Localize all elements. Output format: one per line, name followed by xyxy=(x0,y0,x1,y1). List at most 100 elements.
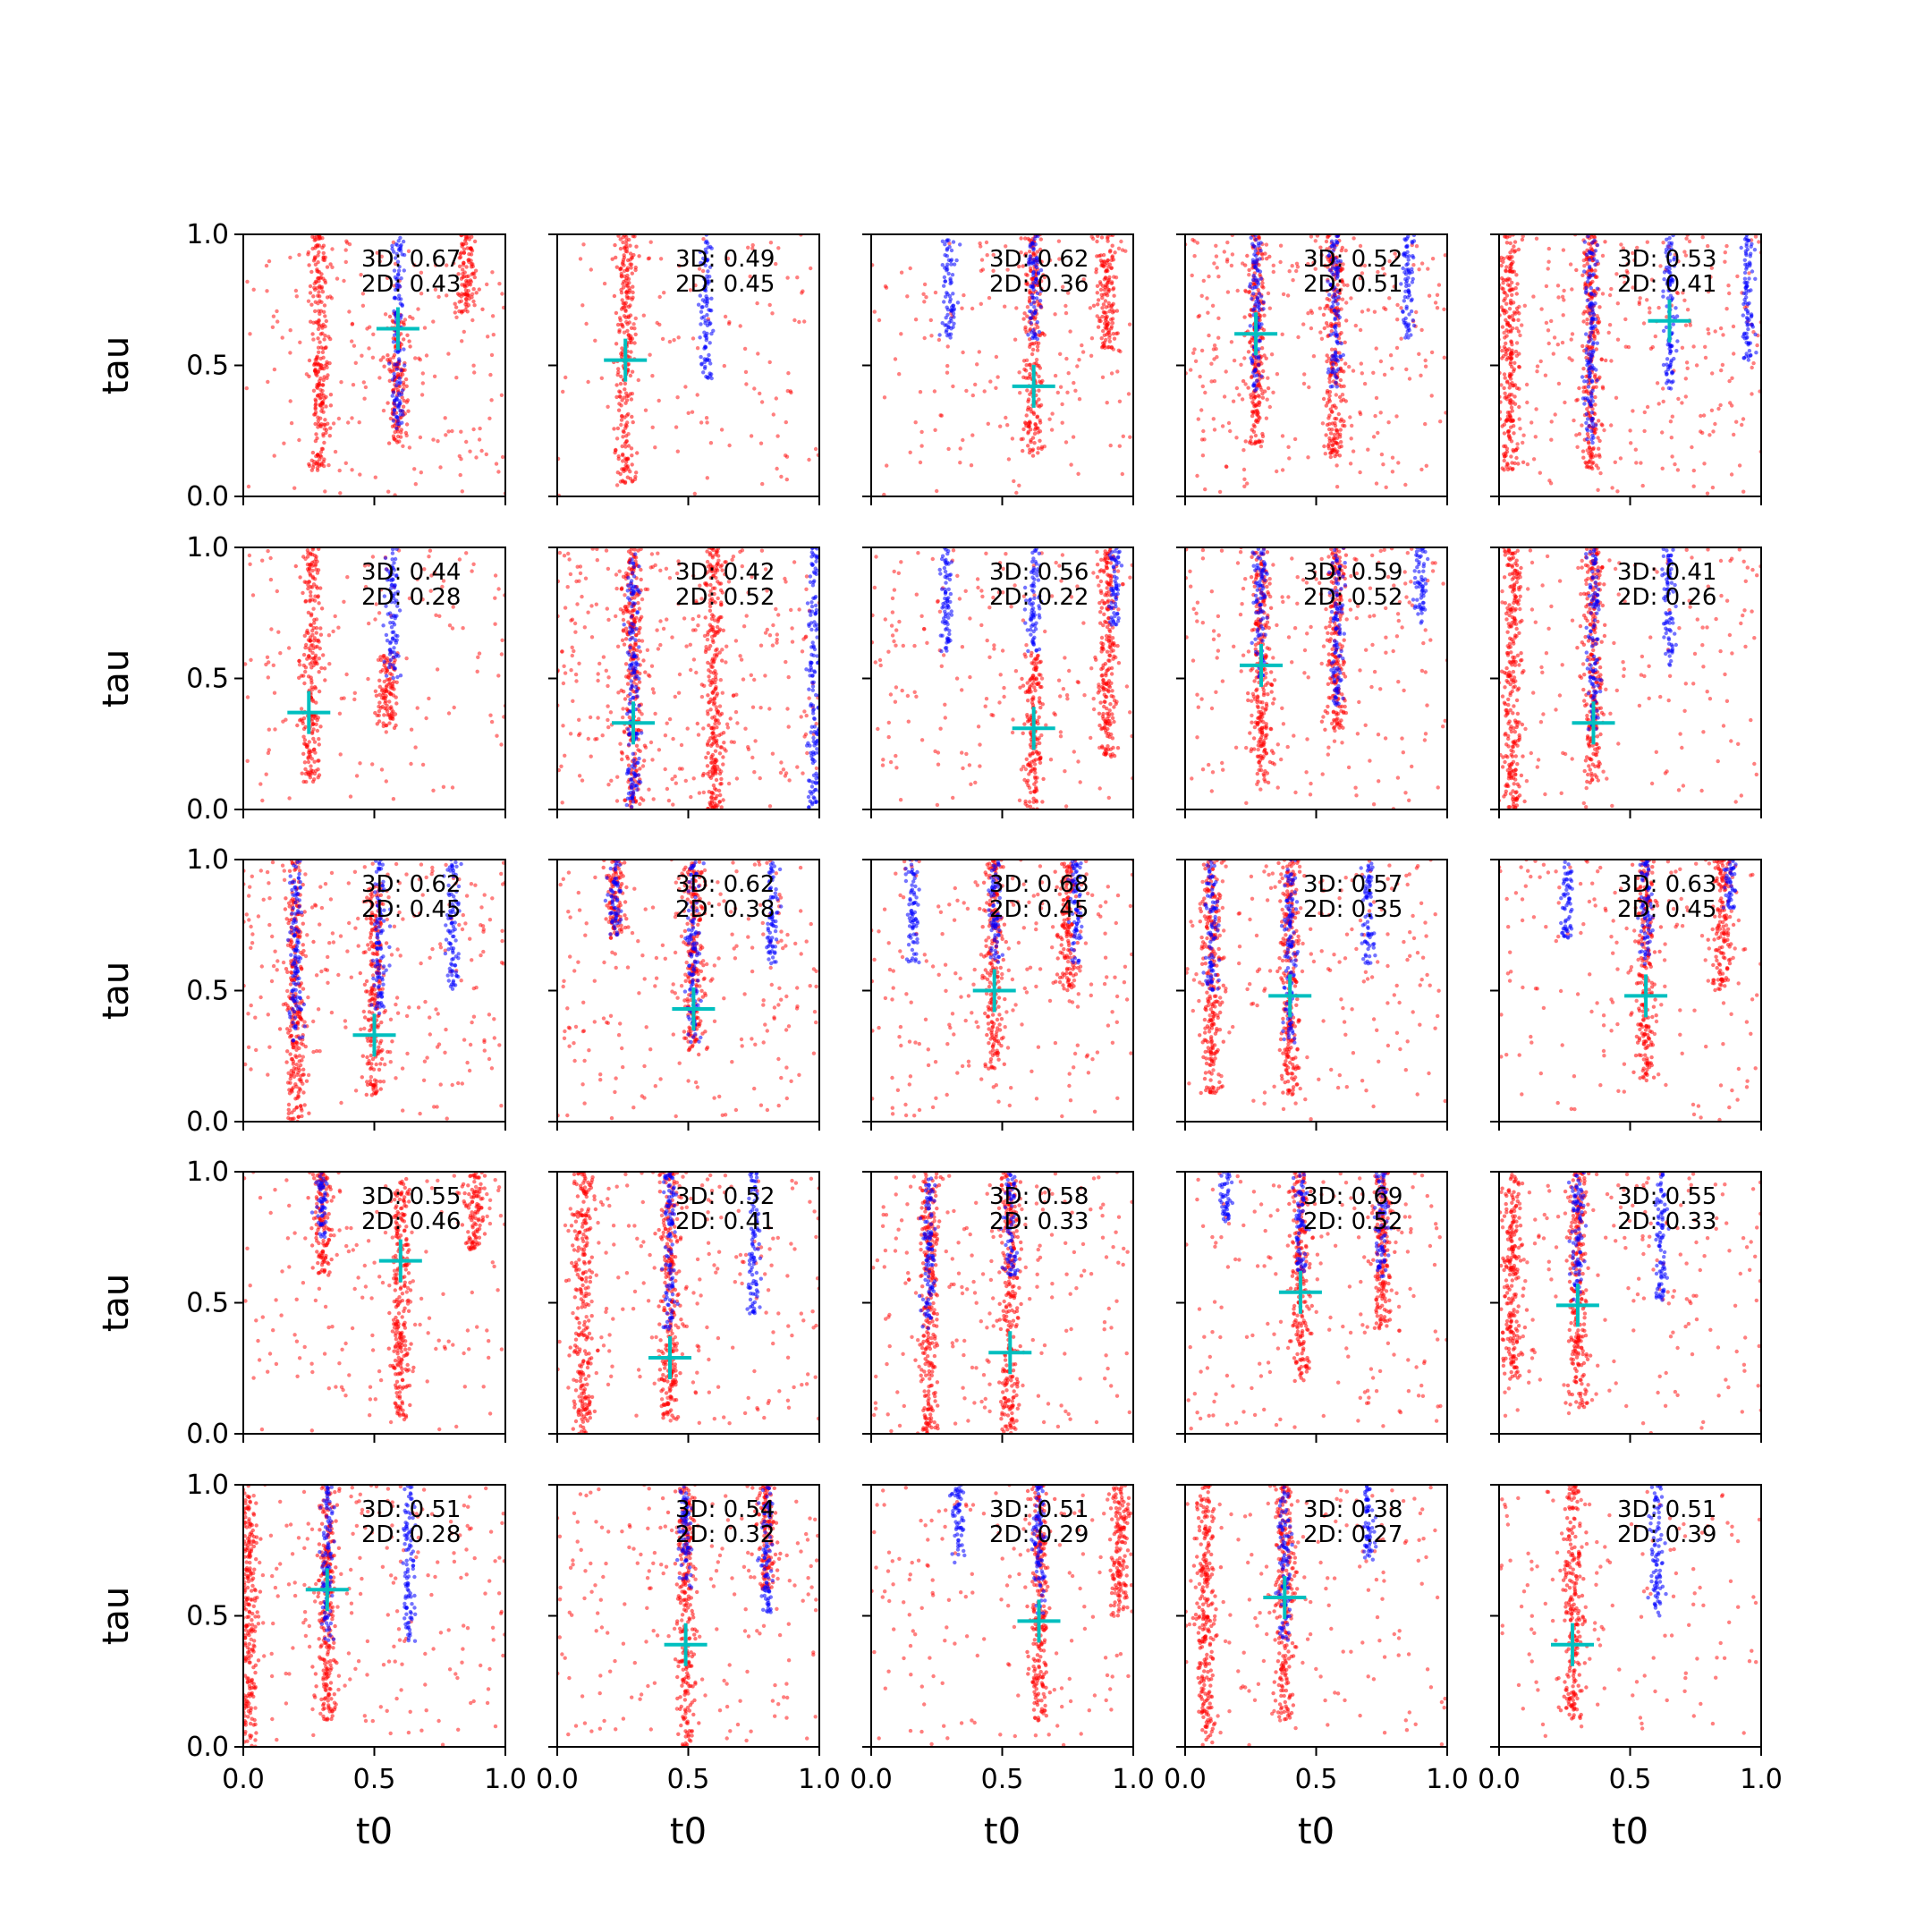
blue-point xyxy=(701,370,706,375)
red-point xyxy=(1245,481,1250,486)
red-point xyxy=(1025,314,1030,318)
blue-point xyxy=(392,402,397,406)
red-point xyxy=(1366,308,1370,312)
red-point xyxy=(308,662,312,666)
red-point xyxy=(1595,328,1600,334)
red-point xyxy=(1681,291,1685,295)
blue-point xyxy=(1402,250,1407,256)
blue-point xyxy=(394,283,399,288)
blue-point xyxy=(1746,341,1751,346)
red-point xyxy=(899,270,904,275)
red-point xyxy=(708,589,713,594)
red-point xyxy=(667,716,673,722)
red-point xyxy=(1673,252,1678,257)
blue-point xyxy=(1743,251,1749,256)
red-point xyxy=(1648,306,1652,310)
red-point xyxy=(622,253,626,258)
blue-point xyxy=(1333,318,1337,322)
red-point xyxy=(1699,429,1703,434)
red-point xyxy=(872,309,877,314)
red-point xyxy=(394,695,398,699)
red-point xyxy=(1207,333,1211,338)
red-point xyxy=(624,434,629,438)
blue-point xyxy=(1595,378,1599,383)
red-point xyxy=(265,655,270,659)
red-point xyxy=(271,314,276,318)
red-point xyxy=(1038,438,1042,443)
red-point xyxy=(1260,252,1265,257)
red-point xyxy=(768,241,774,245)
red-point xyxy=(474,455,479,460)
red-point xyxy=(1099,235,1105,240)
blue-point xyxy=(1665,296,1671,301)
red-point xyxy=(314,555,318,559)
red-point xyxy=(1694,363,1699,368)
red-point xyxy=(400,395,404,400)
red-point xyxy=(746,745,750,750)
blue-point xyxy=(958,242,962,247)
red-point xyxy=(305,657,309,661)
red-point xyxy=(1287,456,1292,461)
blue-point xyxy=(1671,314,1675,319)
red-point xyxy=(435,667,440,672)
red-point xyxy=(1561,248,1566,252)
blue-point xyxy=(1332,308,1337,313)
blue-point xyxy=(1250,360,1255,365)
red-point xyxy=(776,246,781,250)
red-point xyxy=(730,557,734,562)
red-point xyxy=(1285,293,1291,298)
red-point xyxy=(1516,462,1521,466)
red-point xyxy=(1201,428,1206,434)
red-point xyxy=(589,267,593,272)
red-point xyxy=(1371,370,1376,375)
red-point xyxy=(453,310,457,315)
red-point xyxy=(634,244,639,249)
blue-point xyxy=(952,262,957,267)
red-point xyxy=(302,738,308,742)
blue-point xyxy=(393,556,398,562)
red-point xyxy=(1345,283,1350,288)
red-point xyxy=(1261,369,1266,374)
red-point xyxy=(319,446,325,451)
red-point xyxy=(1329,410,1335,414)
red-point xyxy=(378,657,384,663)
blue-point xyxy=(396,357,402,361)
blue-point xyxy=(1331,249,1335,253)
red-point xyxy=(632,341,637,345)
blue-point xyxy=(392,371,396,377)
blue-point xyxy=(390,243,394,248)
red-point xyxy=(1423,421,1428,427)
red-point xyxy=(1500,356,1504,360)
red-point xyxy=(1675,468,1681,472)
red-point xyxy=(1107,262,1113,267)
red-point xyxy=(489,352,495,358)
red-point xyxy=(1109,371,1114,376)
red-point xyxy=(316,260,320,265)
red-point xyxy=(602,281,607,286)
red-point xyxy=(885,463,889,468)
red-point xyxy=(455,292,461,296)
blue-point xyxy=(1405,244,1410,250)
blue-point xyxy=(392,561,396,565)
red-point xyxy=(1379,452,1385,457)
red-point xyxy=(308,599,312,604)
red-point xyxy=(1510,364,1514,369)
red-point xyxy=(1508,414,1513,419)
red-point xyxy=(897,372,902,377)
red-point xyxy=(1105,293,1110,298)
red-point xyxy=(1374,481,1379,486)
blue-point xyxy=(1249,235,1253,240)
y-axis-label: tau xyxy=(96,649,137,708)
red-point xyxy=(1339,287,1343,292)
red-point xyxy=(343,248,348,252)
red-point xyxy=(1419,327,1424,333)
red-point xyxy=(1607,292,1613,298)
red-point xyxy=(311,582,317,587)
red-point xyxy=(321,255,326,259)
score-3d-label: 3D: 0.62 xyxy=(989,246,1089,273)
red-point xyxy=(393,429,397,435)
red-point xyxy=(969,463,974,468)
red-point xyxy=(1101,328,1106,334)
red-point xyxy=(783,774,788,778)
red-point xyxy=(748,274,752,279)
